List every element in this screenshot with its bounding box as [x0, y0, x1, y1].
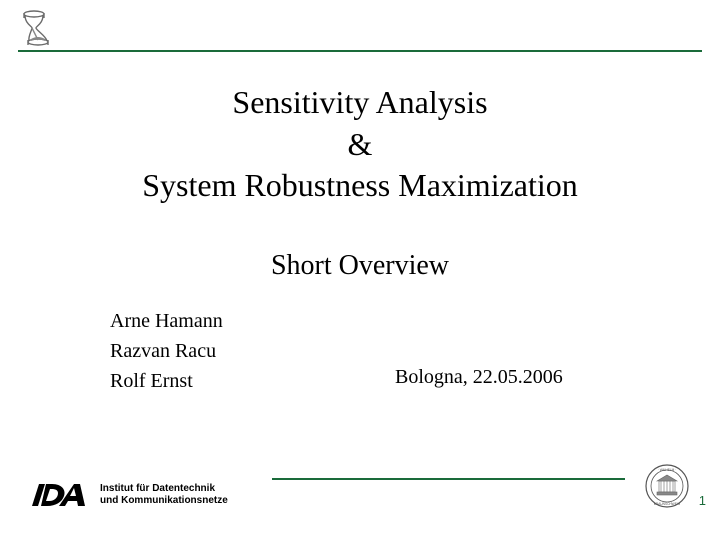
- footer: Institut für Datentechnik und Kommunikat…: [0, 462, 720, 522]
- institute-name: Institut für Datentechnik und Kommunikat…: [100, 483, 228, 508]
- institute-line-1: Institut für Datentechnik: [100, 483, 228, 496]
- svg-text:· WILHELM ·: · WILHELM ·: [658, 468, 676, 472]
- title-line-3: System Robustness Maximization: [0, 165, 720, 207]
- authors-block: Arne Hamann Razvan Racu Rolf Ernst: [110, 306, 223, 396]
- title-block: Sensitivity Analysis & System Robustness…: [0, 82, 720, 207]
- location-date: Bologna, 22.05.2006: [395, 366, 563, 389]
- author-1: Arne Hamann: [110, 306, 223, 336]
- ida-mark-icon: [30, 480, 92, 510]
- footer-divider: [272, 478, 625, 480]
- page-number: 1: [699, 493, 706, 508]
- title-line-2: &: [0, 124, 720, 166]
- institute-line-2: und Kommunikationsnetze: [100, 495, 228, 508]
- ida-logo: Institut für Datentechnik und Kommunikat…: [30, 480, 228, 510]
- university-seal-icon: · WILHELM · BRAUNSCHWEIG: [644, 463, 690, 514]
- author-3: Rolf Ernst: [110, 366, 223, 396]
- subtitle: Short Overview: [0, 250, 720, 282]
- svg-text:BRAUNSCHWEIG: BRAUNSCHWEIG: [654, 502, 681, 506]
- slide: Sensitivity Analysis & System Robustness…: [0, 0, 720, 540]
- title-line-1: Sensitivity Analysis: [0, 82, 720, 124]
- header-divider: [18, 50, 702, 52]
- hourglass-icon: [18, 8, 54, 53]
- author-2: Razvan Racu: [110, 336, 223, 366]
